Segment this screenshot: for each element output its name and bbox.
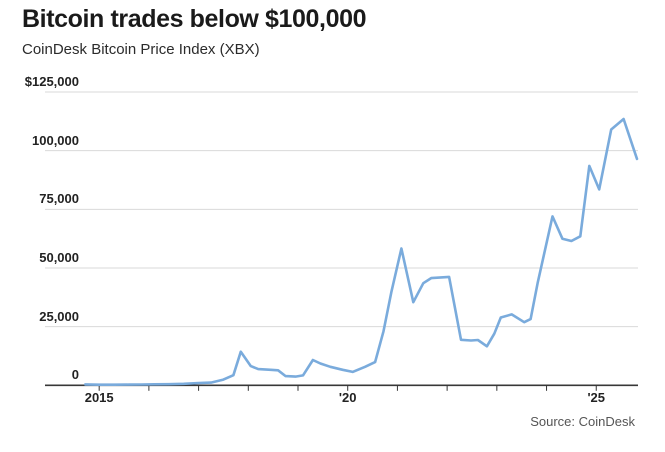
source-credit: Source: CoinDesk (530, 414, 635, 429)
y-axis-tick-label: 50,000 (39, 249, 79, 265)
y-axis-tick-label: 25,000 (39, 308, 79, 324)
y-axis-tick-label: 100,000 (32, 132, 79, 148)
x-axis-tick-label: 2015 (84, 390, 114, 405)
price-line-series (84, 117, 639, 387)
y-axis-tick-label: $125,000 (24, 74, 79, 89)
chart-subtitle: CoinDesk Bitcoin Price Index (XBX) (22, 41, 260, 58)
y-axis-tick-label: 75,000 (39, 191, 79, 207)
x-axis-tick-label: '20 (338, 390, 357, 405)
y-axis-tick-label: 0 (71, 367, 79, 383)
chart-title: Bitcoin trades below $100,000 (22, 5, 367, 33)
x-axis-tick-label: '25 (587, 390, 606, 405)
